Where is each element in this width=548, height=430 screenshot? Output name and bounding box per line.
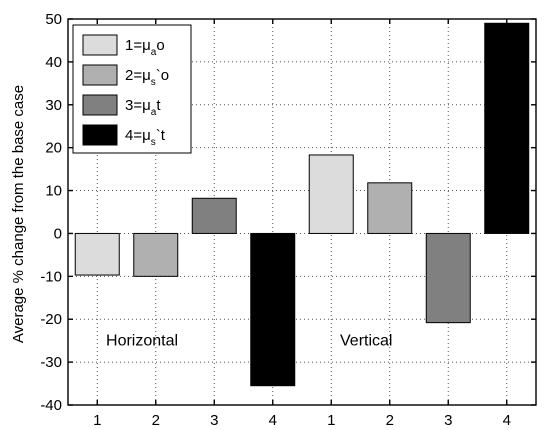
x-tick-label: 1: [93, 412, 101, 429]
legend-entry-label: 4=μs`t: [125, 127, 166, 148]
axes-layer: [67, 18, 537, 406]
x-tick-label: 4: [503, 412, 511, 429]
legend-swatch: [82, 124, 118, 146]
x-tick-label: 1: [327, 412, 335, 429]
y-tick-label: 10: [45, 183, 62, 200]
y-tick-label: -10: [40, 268, 62, 285]
x-tick-label: 3: [210, 412, 218, 429]
group-label-horizontal: Horizontal: [106, 333, 178, 350]
bar-vertical-2: [367, 182, 413, 234]
bar-horizontal-1: [74, 232, 120, 276]
labels-layer: -40 -30 -20 -10 0 10 20 30 40 50 1 2 3 4 1 2 3 4: [40, 11, 511, 429]
y-tick-label: 30: [45, 97, 62, 114]
x-tick-label: 3: [444, 412, 452, 429]
y-tick-label: -40: [40, 397, 62, 414]
x-tick-label: 2: [152, 412, 160, 429]
y-tick-label: 20: [45, 140, 62, 157]
legend-swatch: [82, 94, 118, 116]
legend-entry-label: 2=μs`o: [125, 67, 169, 88]
y-tick-label: -20: [40, 311, 62, 328]
legend-swatch: [82, 64, 118, 86]
x-tick-label: 4: [269, 412, 277, 429]
bar-horizontal-4: [250, 232, 296, 387]
bar-vertical-3: [425, 232, 471, 324]
bar-vertical-4: [484, 22, 530, 234]
legend-swatch: [82, 34, 118, 56]
legend-entry-label: 3=μat: [125, 97, 161, 118]
x-tick-label: 2: [386, 412, 394, 429]
y-axis-label: Average % change from the base case: [10, 85, 27, 343]
bars-layer: [74, 22, 530, 387]
plot-frame: [67, 18, 537, 406]
bar-horizontal-2: [133, 232, 179, 277]
group-label-vertical: Vertical: [340, 333, 392, 350]
y-tick-label: 40: [45, 54, 62, 71]
y-tick-label: 50: [45, 11, 62, 28]
y-tick-label: 0: [54, 225, 62, 242]
bar-horizontal-3: [191, 197, 237, 234]
legend-entry-label: 1=μao: [125, 37, 165, 58]
bar-vertical-1: [308, 154, 354, 234]
legend: 1=μao 2=μs`o 3=μat 4=μs`t: [72, 24, 192, 154]
y-tick-label: -30: [40, 354, 62, 371]
